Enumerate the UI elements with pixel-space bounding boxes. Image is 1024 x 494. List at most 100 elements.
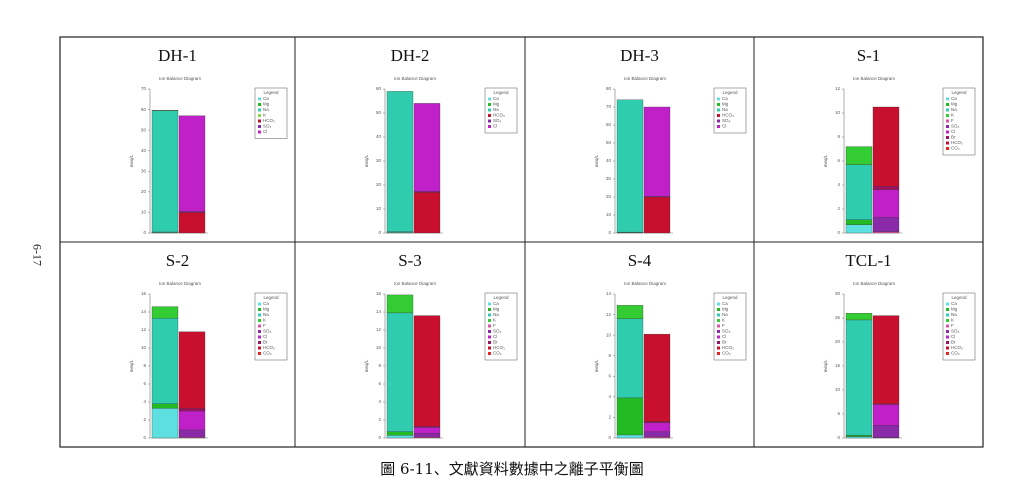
y-tick-label: 20 xyxy=(141,189,147,194)
legend-swatch xyxy=(946,141,949,145)
legend-label: HCO₃ xyxy=(493,113,505,118)
y-tick-label: 6 xyxy=(378,381,381,386)
legend-label: Na xyxy=(951,312,957,317)
y-tick-label: 0 xyxy=(143,435,146,440)
legend-label: Ca xyxy=(722,301,728,306)
chart-subtitle: Ion Balance Diagram xyxy=(394,281,436,286)
legend-swatch xyxy=(717,114,720,117)
y-tick-label: 0 xyxy=(378,435,381,440)
bar-segment xyxy=(643,196,671,234)
y-tick-label: 50 xyxy=(606,140,612,145)
panel-title: TCL-1 xyxy=(845,251,891,270)
legend-label: Mg xyxy=(951,102,958,107)
bar-segment xyxy=(178,410,206,431)
bar-segment xyxy=(845,434,873,437)
legend-swatch xyxy=(488,119,491,123)
bar-segment xyxy=(872,189,900,218)
y-tick-label: 6 xyxy=(608,373,611,378)
legend-label: Cl xyxy=(951,334,955,339)
legend-label: Na xyxy=(722,312,728,317)
legend-swatch xyxy=(717,313,720,317)
legend-swatch xyxy=(488,319,491,322)
y-tick-label: 20 xyxy=(376,182,382,187)
legend-title: Legend xyxy=(722,295,738,300)
legend-label: HCO₃ xyxy=(951,345,963,350)
chart-subtitle: Ion Balance Diagram xyxy=(394,76,436,81)
legend-label: Cl xyxy=(493,124,497,129)
y-tick-label: 10 xyxy=(835,110,841,115)
y-tick-label: 10 xyxy=(141,210,147,215)
legend-label: SO₄ xyxy=(493,329,502,334)
y-tick-label: 20 xyxy=(606,194,612,199)
legend-swatch xyxy=(946,302,949,306)
legend-label: F xyxy=(951,118,954,123)
y-tick-label: 10 xyxy=(835,387,841,392)
legend-swatch xyxy=(258,352,261,355)
legend-label: SO₄ xyxy=(951,124,960,129)
panel-title: S-1 xyxy=(857,46,881,65)
legend-label: F xyxy=(722,323,725,328)
legend-label: Cl xyxy=(263,334,267,339)
legend-swatch xyxy=(488,125,491,128)
y-tick-label: 0 xyxy=(608,435,611,440)
y-tick-label: 12 xyxy=(835,86,841,91)
bar-segment xyxy=(413,427,441,434)
chart-subtitle: Ion Balance Diagram xyxy=(159,76,201,81)
legend-swatch xyxy=(258,108,261,112)
legend-swatch xyxy=(946,324,949,328)
chart-subtitle: Ion Balance Diagram xyxy=(853,281,895,286)
legend-swatch xyxy=(488,308,491,311)
legend-label: Mg xyxy=(722,307,729,312)
legend-label: CO₃ xyxy=(951,351,960,356)
y-tick-label: 10 xyxy=(376,206,382,211)
panel-title: DH-3 xyxy=(620,46,659,65)
legend-swatch xyxy=(946,335,949,339)
y-tick-label: 4 xyxy=(608,394,611,399)
bar-segment xyxy=(151,110,179,233)
legend-swatch xyxy=(258,114,261,117)
bar-segment xyxy=(872,315,900,405)
y-tick-label: 8 xyxy=(378,363,381,368)
bar-segment xyxy=(845,164,873,220)
legend-swatch xyxy=(946,352,949,355)
legend-label: HCO₃ xyxy=(263,345,275,350)
legend-label: SO₄ xyxy=(951,329,960,334)
legend-label: Ca xyxy=(263,96,269,101)
bar-segment xyxy=(386,435,414,439)
chart-subtitle: Ion Balance Diagram xyxy=(159,281,201,286)
legend-label: K xyxy=(263,113,266,118)
legend-label: Br xyxy=(722,340,727,345)
y-tick-label: 50 xyxy=(376,110,382,115)
bar-segment xyxy=(178,408,206,412)
bar-segment xyxy=(845,319,873,436)
bar-segment xyxy=(413,315,441,427)
legend-label: F xyxy=(263,323,266,328)
legend-swatch xyxy=(258,103,261,106)
legend-label: Ca xyxy=(493,96,499,101)
y-tick-label: 8 xyxy=(837,134,840,139)
legend-label: CO₃ xyxy=(951,146,960,151)
y-tick-label: 15 xyxy=(835,363,841,368)
bar-segment xyxy=(413,192,441,234)
bar-segment xyxy=(178,331,206,409)
chart-subtitle: Ion Balance Diagram xyxy=(624,76,666,81)
bar-segment xyxy=(386,91,414,232)
y-tick-label: 16 xyxy=(376,291,382,296)
legend-title: Legend xyxy=(951,295,967,300)
bar-segment xyxy=(178,211,206,213)
bar-segment xyxy=(845,219,873,225)
y-axis-label: meq/L xyxy=(364,154,369,167)
legend-label: HCO₃ xyxy=(263,118,275,123)
y-axis-label: meq/L xyxy=(594,359,599,372)
bar-segment xyxy=(845,146,873,165)
legend-label: Br xyxy=(951,340,956,345)
legend-label: Br xyxy=(263,340,268,345)
bar-segment xyxy=(872,186,900,190)
y-tick-label: 2 xyxy=(378,417,381,422)
legend-label: F xyxy=(951,323,954,328)
legend-label: CO₃ xyxy=(263,351,272,356)
bar-segment xyxy=(616,318,644,399)
legend-label: Mg xyxy=(951,307,958,312)
legend-swatch xyxy=(717,346,720,350)
legend-label: CO₃ xyxy=(722,351,731,356)
